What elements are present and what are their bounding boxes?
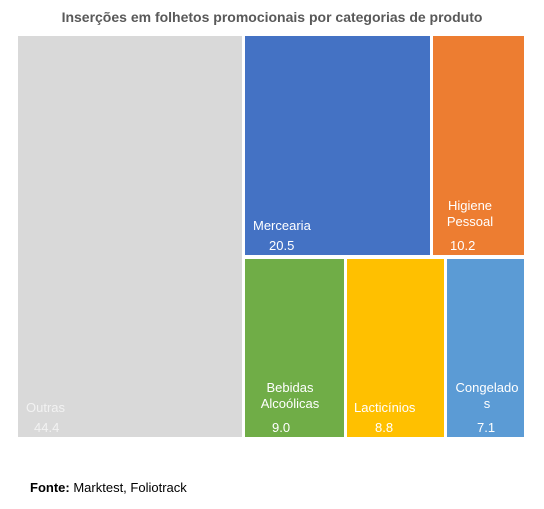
tile-value: 44.4 (34, 420, 60, 435)
treemap-tile: Lacticínios 8.8 (345, 257, 446, 439)
tile-label-line: Alcoólicas (260, 396, 320, 411)
tile-value: 9.0 (272, 420, 291, 435)
treemap-tile: Congelado s 7.1 (445, 257, 526, 439)
source-text: Marktest, Foliotrack (73, 480, 187, 495)
tile-value: 10.2 (450, 238, 476, 253)
tile-label: Congelado s (454, 380, 520, 412)
treemap-tile: Mercearia 20.5 (243, 34, 432, 257)
treemap-tile: Higiene Pessoal 10.2 (431, 34, 526, 257)
tile-value: 7.1 (477, 420, 496, 435)
tile-label-line: Outras (26, 400, 66, 415)
tile-label-line: Pessoal (446, 214, 494, 229)
tile-label-line: Mercearia (253, 218, 311, 233)
tile-label: Outras (26, 400, 65, 416)
tile-label: Bebidas Alcoólicas (258, 380, 322, 412)
source-note: Fonte: Marktest, Foliotrack (30, 480, 187, 495)
tile-label-line: Higiene (447, 198, 493, 213)
chart-title: Inserções em folhetos promocionais por c… (61, 9, 483, 25)
tile-label-line: Congelado (455, 380, 519, 395)
tile-label: Mercearia (253, 218, 311, 234)
treemap-tile: Outras 44.4 (16, 34, 244, 439)
tile-label: Higiene Pessoal (440, 198, 500, 230)
tile-label-line: Bebidas (266, 380, 314, 395)
tile-value: 8.8 (375, 420, 394, 435)
tile-label-line: Lacticínios (354, 400, 416, 415)
tile-label-line: s (483, 396, 491, 411)
tile-label: Lacticínios (354, 400, 415, 416)
source-label: Fonte: (30, 480, 70, 495)
tile-value: 20.5 (269, 238, 295, 253)
treemap-tile: Bebidas Alcoólicas 9.0 (243, 257, 346, 439)
